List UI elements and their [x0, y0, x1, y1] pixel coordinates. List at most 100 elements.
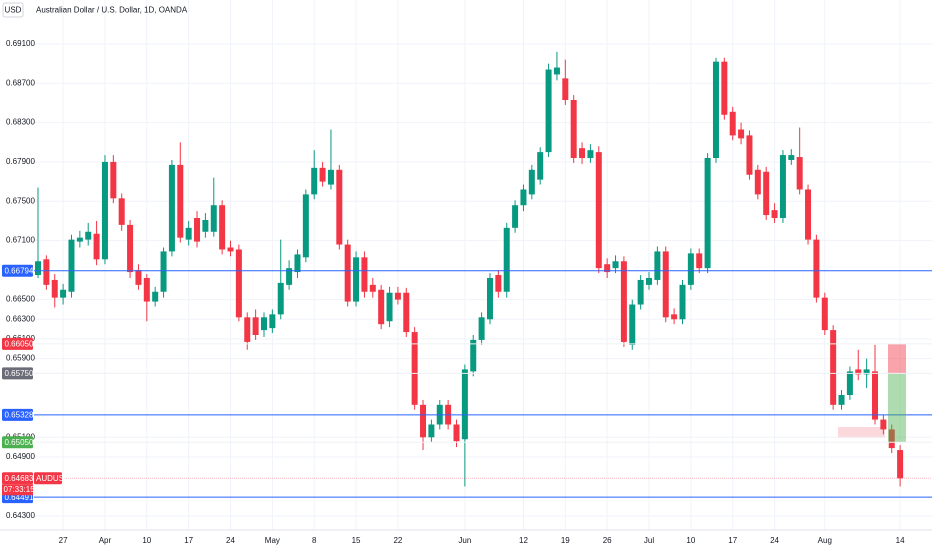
x-tick-label: Jun [458, 536, 471, 545]
candle-body [897, 450, 904, 479]
symbol-tag-text: AUDUSD [36, 474, 70, 483]
candle-body [378, 289, 385, 325]
y-tick-label: 0.64300 [6, 511, 35, 520]
x-tick-label: 14 [896, 536, 905, 545]
candle-body [863, 369, 870, 375]
candle-body [319, 167, 326, 182]
candle-body [788, 155, 795, 160]
x-tick-label: 24 [770, 536, 779, 545]
candle-body [805, 189, 812, 240]
candle-body [177, 164, 184, 238]
candle-body [637, 279, 644, 305]
candle-body [118, 198, 125, 225]
candle-body [553, 67, 560, 75]
candle-body [302, 194, 309, 258]
candle-body [495, 275, 502, 292]
candle-body [428, 424, 435, 438]
candle-body [68, 239, 75, 292]
candle-body [771, 210, 778, 218]
candle-body [520, 189, 527, 206]
candle-body [194, 217, 201, 242]
candle-body [227, 247, 234, 252]
candle-body [754, 169, 761, 195]
position-risk [888, 343, 906, 374]
candle-body [528, 169, 535, 195]
candle-body [671, 314, 678, 320]
x-tick-label: 17 [184, 536, 193, 545]
candle-body [420, 404, 427, 438]
candle-body [796, 157, 803, 190]
y-tick-label: 0.65900 [6, 354, 35, 363]
candle-body [143, 277, 150, 302]
countdown-box [2, 484, 33, 496]
candle-body [570, 100, 577, 159]
price-label-text: 0.64491 [5, 493, 34, 502]
y-tick-label: 0.68700 [6, 78, 35, 87]
candle-body [646, 277, 653, 285]
candle-body [679, 284, 686, 320]
candle-body [545, 69, 552, 153]
position-label-text: 0.65750 [5, 369, 34, 378]
position-label-box [2, 436, 33, 449]
candle-body [60, 289, 67, 298]
candle-body [244, 317, 251, 342]
price-label-box [2, 264, 33, 277]
y-tick-label: 0.67500 [6, 196, 35, 205]
candle-body [503, 227, 510, 292]
candle-body [846, 371, 853, 395]
candle-body [185, 227, 192, 240]
candle-body [269, 314, 276, 329]
candle-body [579, 148, 586, 159]
candle-body [277, 282, 284, 315]
x-tick-label: 10 [686, 536, 695, 545]
position-label-box [2, 367, 33, 380]
candle-body [537, 152, 544, 180]
candle-body [327, 169, 334, 185]
currency-button[interactable] [2, 2, 24, 18]
candle-body [587, 150, 594, 159]
x-tick-label: 8 [312, 536, 317, 545]
candles [35, 51, 904, 487]
zone-drawing [838, 427, 885, 438]
candle-body [704, 158, 711, 269]
candle-body [461, 369, 468, 440]
x-tick-label: Aug [818, 536, 832, 545]
candle-body [294, 254, 301, 273]
candle-body [838, 394, 845, 405]
candle-body [252, 317, 259, 336]
x-tick-label: May [265, 536, 280, 545]
candle-body [76, 237, 83, 242]
candle-body [336, 169, 343, 245]
chart-title: Australian Dollar / U.S. Dollar, 1D, OAN… [36, 6, 188, 15]
candle-body [369, 284, 376, 292]
position-reward [888, 373, 906, 443]
position-label-text: 0.65050 [5, 438, 34, 447]
position-label-box [2, 337, 33, 350]
candle-body [738, 129, 745, 139]
candle-body [595, 152, 602, 269]
candle-body [512, 205, 519, 228]
candle-body [344, 244, 351, 302]
candle-body [729, 111, 736, 136]
candle-body [855, 369, 862, 375]
price-label-text: 0.66794 [5, 266, 34, 275]
y-tick-label: 0.66500 [6, 295, 35, 304]
candle-body [721, 61, 728, 115]
x-tick-label: 19 [561, 536, 570, 545]
x-tick-label: 22 [393, 536, 402, 545]
candle-body [813, 239, 820, 298]
candle-body [101, 161, 108, 260]
x-tick-label: 12 [519, 536, 528, 545]
currency-label[interactable]: USD [5, 6, 22, 15]
candle-body [779, 155, 786, 218]
y-tick-label: 0.69100 [6, 39, 35, 48]
y-tick-label: 0.64900 [6, 452, 35, 461]
symbol-tag-box [34, 472, 62, 485]
candle-body [219, 205, 226, 250]
x-tick-label: 17 [728, 536, 737, 545]
candle-body [43, 259, 50, 285]
candle-body [620, 261, 627, 342]
candle-body [386, 292, 393, 322]
position-label-text: 0.66050 [5, 339, 34, 348]
candle-body [152, 291, 159, 302]
